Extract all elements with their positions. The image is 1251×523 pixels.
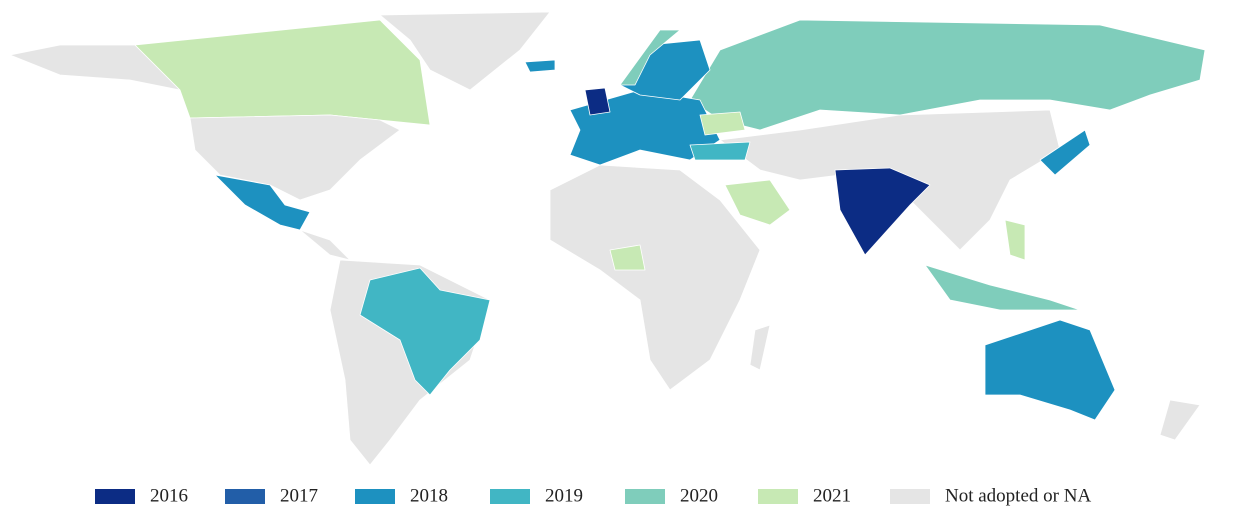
- africa: [549, 164, 761, 391]
- legend-label: 2018: [410, 485, 448, 506]
- iceland: [524, 59, 556, 73]
- mexico: [214, 174, 311, 231]
- canada: [134, 19, 431, 126]
- nigeria: [609, 244, 646, 271]
- legend-swatch: [95, 489, 135, 504]
- madagascar: [749, 324, 771, 371]
- legend-label: 2016: [150, 485, 188, 506]
- new-zealand: [1159, 399, 1201, 441]
- india: [834, 167, 931, 256]
- legend-label: 2017: [280, 485, 318, 506]
- ukraine: [699, 111, 746, 136]
- usa: [189, 114, 401, 201]
- legend: 2016 2017 2018 2019 2020 2021 Not adopted or N…: [95, 485, 1091, 506]
- countries: [9, 11, 1206, 466]
- norway: [619, 29, 681, 86]
- indonesia: [924, 264, 1081, 311]
- legend-swatch: [890, 489, 930, 504]
- legend-label: 2020: [680, 485, 718, 506]
- brazil: [359, 267, 491, 396]
- legend-label: Not adopted or NA: [945, 485, 1091, 506]
- saudi-arabia: [724, 179, 791, 226]
- legend-label: 2019: [545, 485, 583, 506]
- legend-swatch: [225, 489, 265, 504]
- russia: [689, 19, 1206, 131]
- legend-swatch: [490, 489, 530, 504]
- turkey: [689, 141, 751, 161]
- australia: [984, 319, 1116, 421]
- legend-swatch: [355, 489, 395, 504]
- philippines: [1004, 219, 1026, 261]
- legend-label: 2021: [813, 485, 851, 506]
- greenland: [379, 11, 551, 91]
- legend-swatch: [625, 489, 665, 504]
- uk: [584, 87, 611, 116]
- central-america: [299, 229, 351, 261]
- japan: [1039, 129, 1091, 176]
- legend-swatch: [758, 489, 798, 504]
